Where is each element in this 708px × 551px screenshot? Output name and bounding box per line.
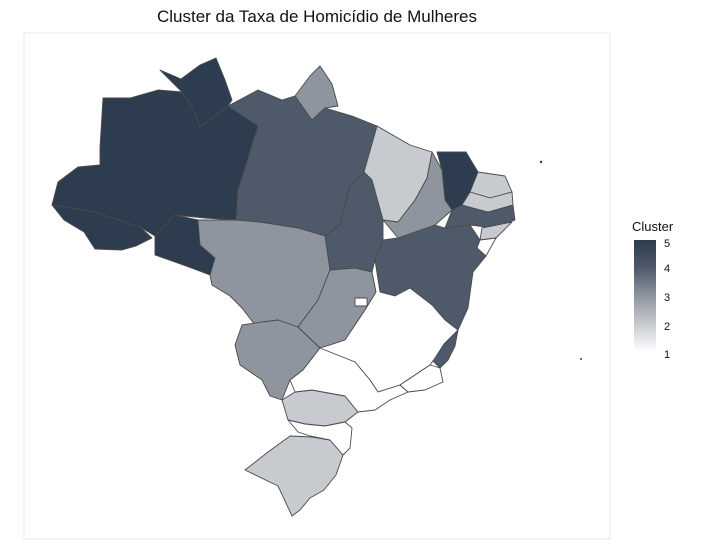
legend-title: Cluster: [632, 219, 674, 234]
legend-colorbar: [634, 240, 656, 352]
legend: Cluster 5 4 3 2 1: [632, 219, 674, 361]
state-rio-de-janeiro: [399, 364, 444, 393]
panel-border: [23, 32, 611, 540]
state-maranhao: [363, 125, 433, 223]
legend-tick-label: 5: [664, 238, 671, 250]
state-distrito-federal: [354, 297, 368, 307]
islands: [539, 160, 582, 360]
legend-tick-label: 2: [664, 321, 671, 333]
state-santa-catarina: [287, 419, 353, 456]
map-title: Cluster da Taxa de Homicídio de Mulheres: [156, 7, 477, 26]
legend-tick-label: 4: [664, 263, 671, 275]
state-roraima: [159, 57, 233, 128]
state-rio-grande-do-sul: [244, 435, 344, 517]
state-sergipe: [476, 237, 497, 257]
legend-tick-label: 3: [664, 292, 671, 304]
legend-tick-label: 1: [664, 349, 671, 361]
state-amapa: [294, 65, 339, 121]
state-paraiba: [461, 191, 514, 213]
